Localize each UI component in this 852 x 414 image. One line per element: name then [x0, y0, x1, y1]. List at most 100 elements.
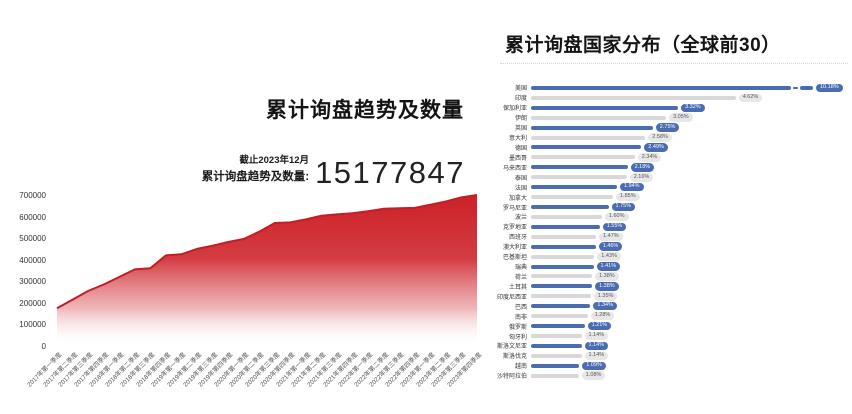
area-line	[56, 194, 478, 310]
y-tick-label: 600000	[19, 212, 46, 222]
value-badge: 1.08%	[581, 371, 606, 380]
area-fill[interactable]	[57, 195, 477, 346]
total-value: 15177847	[315, 154, 465, 190]
bar[interactable]	[531, 125, 653, 130]
total-label: 累计询盘趋势及数量:	[201, 171, 310, 183]
bar-row: 保加利亚 3.32%	[487, 103, 849, 113]
bar-row: 德国 2.49%	[487, 143, 849, 153]
bar[interactable]	[531, 244, 596, 249]
country-label: 克罗地亚	[502, 225, 527, 232]
bar[interactable]	[531, 343, 582, 348]
y-tick-label: 0	[41, 342, 46, 351]
bar[interactable]	[531, 353, 582, 358]
bar-break-cap	[800, 85, 813, 90]
country-label: 加拿大	[508, 195, 527, 202]
country-label: 越南	[514, 364, 527, 371]
bar[interactable]	[531, 95, 736, 100]
bar[interactable]	[531, 175, 627, 180]
country-label: 西班牙	[508, 235, 527, 242]
bar[interactable]	[531, 284, 593, 289]
value-badge: 1.34%	[593, 301, 617, 311]
bar[interactable]	[531, 195, 613, 200]
bar-row: 南非 1.28%	[487, 311, 849, 321]
bar[interactable]	[531, 324, 585, 329]
trend-total-labels: 截止2023年12月 累计询盘趋势及数量:	[202, 152, 309, 187]
country-label: 伊朗	[514, 116, 527, 123]
bar[interactable]	[531, 363, 580, 368]
y-tick-label: 400000	[19, 255, 46, 265]
value-badge: 2.16%	[629, 173, 654, 182]
bar[interactable]	[531, 254, 595, 259]
country-label: 德国	[514, 145, 527, 152]
country-label: 俄罗斯	[508, 324, 527, 331]
bar[interactable]	[531, 115, 667, 120]
bar-row: 斯洛文尼亚 1.14%	[487, 341, 849, 351]
country-label: 瑞典	[514, 265, 527, 272]
bar[interactable]	[531, 205, 609, 210]
country-label: 墨西哥	[508, 155, 527, 162]
value-badge: 1.55%	[602, 222, 627, 232]
bar-break-dash	[793, 86, 798, 90]
country-bar-list: 美国 10.18% 印度 4.62% 保加利亚 3.32% 伊朗 3.05% 英国 2.75% 意大…	[487, 83, 849, 381]
bar[interactable]	[531, 165, 628, 170]
bar-row: 印度 4.62%	[487, 93, 849, 103]
bar-row: 瑞典 1.41%	[487, 262, 849, 272]
value-badge: 1.14%	[584, 351, 609, 361]
separator-line	[500, 63, 848, 64]
bar-row: 墨西哥 2.34%	[487, 152, 849, 162]
value-badge: 1.47%	[599, 232, 623, 242]
value-badge: 1.85%	[616, 192, 640, 202]
value-badge: 1.38%	[595, 282, 619, 291]
value-badge: 1.14%	[584, 331, 609, 341]
bar-row: 法国 1.94%	[487, 182, 849, 192]
country-label: 澳大利亚	[502, 245, 527, 252]
country-label: 印度尼西亚	[496, 294, 527, 301]
bar[interactable]	[531, 274, 593, 279]
bar[interactable]	[531, 334, 582, 338]
bar-row: 土耳其 1.38%	[487, 281, 849, 291]
bar[interactable]	[531, 224, 600, 229]
value-badge: 2.18%	[630, 163, 655, 172]
bar[interactable]	[531, 314, 588, 319]
bar-row: 美国 10.18%	[487, 83, 849, 93]
bar[interactable]	[531, 264, 594, 269]
bar[interactable]	[531, 234, 597, 239]
bar[interactable]	[531, 145, 642, 150]
bar-row: 斯洛伐克 1.14%	[487, 351, 849, 361]
value-badge: 1.43%	[597, 252, 621, 261]
bar-row: 克罗地亚 1.55%	[487, 222, 849, 232]
value-badge: 3.32%	[681, 103, 705, 113]
bar[interactable]	[531, 304, 591, 309]
value-badge: 2.49%	[644, 143, 668, 152]
area-chart-svg[interactable]	[55, 188, 479, 350]
bar-row: 加拿大 1.85%	[487, 192, 849, 202]
value-badge: 4.62%	[738, 93, 763, 103]
bar[interactable]	[531, 373, 579, 378]
value-badge: 1.35%	[593, 292, 618, 301]
country-label: 土耳其	[508, 284, 527, 291]
bar-row: 巴基斯坦 1.43%	[487, 252, 849, 262]
bar[interactable]	[531, 155, 635, 160]
country-label: 巴基斯坦	[502, 255, 527, 262]
country-label: 巴西	[514, 304, 527, 311]
bar-row: 俄罗斯 1.21%	[487, 321, 849, 331]
country-label: 印度	[514, 96, 527, 103]
value-badge: 10.18%	[816, 83, 843, 93]
country-label: 斯洛文尼亚	[496, 344, 527, 351]
country-chart-title: 累计询盘国家分布（全球前30）	[505, 35, 781, 56]
bar[interactable]	[531, 85, 791, 90]
bar[interactable]	[531, 185, 617, 190]
country-label: 沙特阿拉伯	[496, 374, 527, 381]
value-badge: 1.94%	[619, 182, 644, 192]
value-badge: 1.60%	[604, 212, 629, 222]
y-tick-label: 700000	[19, 191, 46, 200]
country-label: 南非	[514, 314, 527, 321]
bar[interactable]	[531, 105, 679, 110]
bar[interactable]	[531, 294, 591, 299]
bar-row: 泰国 2.16%	[487, 172, 849, 182]
bar[interactable]	[531, 135, 646, 140]
bar[interactable]	[531, 214, 602, 219]
bar-row: 波兰 1.60%	[487, 212, 849, 222]
country-label: 意大利	[508, 136, 527, 143]
as-of-label: 截止2023年12月	[239, 155, 310, 166]
